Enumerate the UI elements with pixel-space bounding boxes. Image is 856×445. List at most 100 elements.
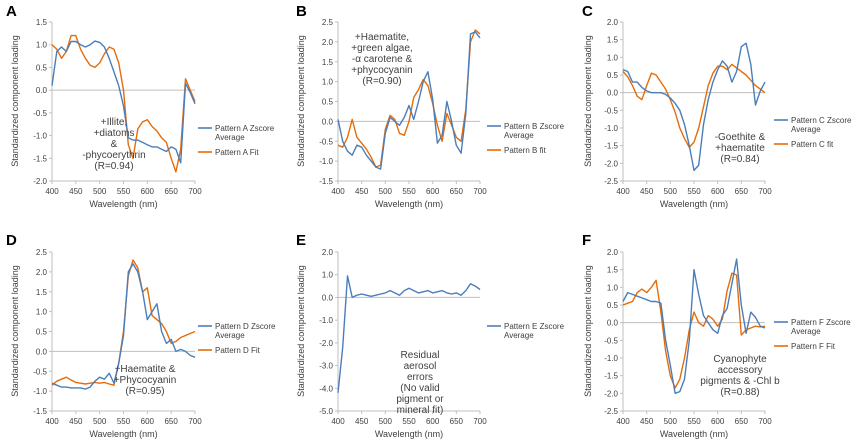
x-tick-label: 700 xyxy=(473,187,487,196)
annotation-line: (R=0.95) xyxy=(125,386,164,397)
series-line-zscore xyxy=(622,258,766,394)
annotation-line: (R=0.84) xyxy=(720,154,759,165)
x-tick-label: 650 xyxy=(735,417,749,426)
x-tick-label: 450 xyxy=(640,417,654,426)
series-line-zscore xyxy=(337,275,481,393)
annotation-line: (R=0.94) xyxy=(94,161,133,172)
x-tick-label: 500 xyxy=(93,187,107,196)
y-tick-label: -0.5 xyxy=(33,367,47,376)
panel-e: E -5.0 -4.0 -3.0 -2.0 -1.0 0.0 1.0 2.0 400 450 500 5… xyxy=(296,232,565,439)
y-tick-label: 1.0 xyxy=(607,283,619,292)
legend-label: Pattern B fit xyxy=(504,146,547,155)
x-tick-label: 700 xyxy=(473,417,487,426)
annotation-line: (R=0.88) xyxy=(720,387,759,398)
x-tick-label: 600 xyxy=(711,187,725,196)
y-tick-label: -0.5 xyxy=(604,106,618,115)
legend-entry: Pattern C fit xyxy=(774,140,834,149)
annotation-line: errors xyxy=(407,372,433,383)
y-tick-label: 2.0 xyxy=(322,38,334,47)
x-tick-label: 650 xyxy=(735,187,749,196)
y-tick-label: -2.0 xyxy=(604,389,618,398)
x-tick-label: 600 xyxy=(426,187,440,196)
y-tick-label: -1.0 xyxy=(33,387,47,396)
series-line-zscore xyxy=(51,263,196,390)
y-tick-label: 1.0 xyxy=(322,271,334,280)
x-tick-label: 650 xyxy=(450,187,464,196)
y-tick-label: 0.0 xyxy=(607,319,619,328)
annotation-line: Residual xyxy=(401,350,440,361)
annotation-line: accessory xyxy=(717,365,762,376)
y-tick-label: -1.5 xyxy=(604,142,618,151)
x-axis-label: Wavelength (nm) xyxy=(660,429,728,439)
annotation-line: mineral fit) xyxy=(397,405,444,416)
annotation-line: +haematite xyxy=(715,143,765,154)
x-tick-label: 600 xyxy=(426,417,440,426)
y-tick-label: 1.0 xyxy=(36,41,48,50)
legend-label: Pattern F Zscore xyxy=(791,318,851,327)
x-tick-label: 700 xyxy=(758,417,772,426)
y-tick-label: -1.5 xyxy=(33,407,47,416)
annotation-line: pigment or xyxy=(396,394,444,405)
x-tick-label: 500 xyxy=(664,417,678,426)
panel-d: D -1.5 -1.0 -0.5 0.0 0.5 1.0 1.5 2.0 2.5 400 450 500… xyxy=(6,232,276,439)
x-tick-label: 400 xyxy=(331,187,345,196)
y-tick-label: -1.0 xyxy=(604,354,618,363)
annotation-line: +phycocyanin xyxy=(351,65,412,76)
y-tick-label: -1.0 xyxy=(319,157,333,166)
series-line-fit xyxy=(622,63,766,149)
series-line-fit xyxy=(337,29,481,168)
annotation-line: & xyxy=(111,139,118,150)
annotation-line: pigments & -Chl b xyxy=(700,376,780,387)
x-tick-label: 550 xyxy=(687,187,701,196)
annotation-line: +green algae, xyxy=(351,43,412,54)
series-line-fit xyxy=(622,272,766,389)
x-tick-label: 400 xyxy=(616,187,630,196)
x-axis-label: Wavelength (nm) xyxy=(89,199,157,209)
legend-label: Pattern A Fit xyxy=(215,148,259,157)
panel-letter: E xyxy=(296,232,306,249)
x-axis-label: Wavelength (nm) xyxy=(89,429,157,439)
x-tick-label: 600 xyxy=(141,417,155,426)
y-tick-label: 2.5 xyxy=(322,18,334,27)
y-tick-label: 2.0 xyxy=(607,248,619,257)
y-tick-label: -1.0 xyxy=(33,132,47,141)
y-axis-label: Standardized component loading xyxy=(583,265,593,397)
y-tick-label: 1.0 xyxy=(36,308,48,317)
x-tick-label: 400 xyxy=(45,417,59,426)
panel-letter: D xyxy=(6,232,17,249)
panel-annotation: +Illite,+diatoms&-phycoerythrin(R=0.94) xyxy=(82,117,145,172)
panel-c: C -2.5 -2.0 -1.5 -1.0 -0.5 0.0 0.5 1.0 1.5 2.0 400 4… xyxy=(582,3,852,209)
panel-b: B -1.5 -1.0 -0.5 0.0 0.5 1.0 1.5 2.0 2.5 400 450 500… xyxy=(296,3,565,209)
x-tick-label: 450 xyxy=(69,187,83,196)
y-tick-label: 2.0 xyxy=(322,248,334,257)
y-tick-label: 0.0 xyxy=(36,86,48,95)
annotation-line: aerosol xyxy=(404,361,437,372)
series-line-zscore xyxy=(337,31,481,170)
legend-label: Average xyxy=(791,125,821,134)
y-axis-label: Standardized component loading xyxy=(583,35,593,167)
y-tick-label: -1.0 xyxy=(319,316,333,325)
x-tick-label: 600 xyxy=(711,417,725,426)
panel-annotation: +Haematite,+green algae,-α carotene &+ph… xyxy=(351,32,412,87)
annotation-line: +diatoms xyxy=(94,128,135,139)
series-line-zscore xyxy=(622,42,766,172)
legend-label: Pattern B Zscore xyxy=(504,122,565,131)
panel-letter: C xyxy=(582,3,593,20)
annotation-line: +Phycocyanin xyxy=(114,375,177,386)
legend-label: Average xyxy=(504,131,534,140)
legend-label: Pattern D Fit xyxy=(215,346,261,355)
y-tick-label: 0.5 xyxy=(36,63,48,72)
legend-label: Average xyxy=(215,133,245,142)
legend-entry: Pattern A Fit xyxy=(198,148,259,157)
y-tick-label: -2.0 xyxy=(604,159,618,168)
y-tick-label: 1.5 xyxy=(36,288,48,297)
x-tick-label: 550 xyxy=(402,187,416,196)
x-tick-label: 550 xyxy=(117,187,131,196)
y-tick-label: -3.0 xyxy=(319,362,333,371)
